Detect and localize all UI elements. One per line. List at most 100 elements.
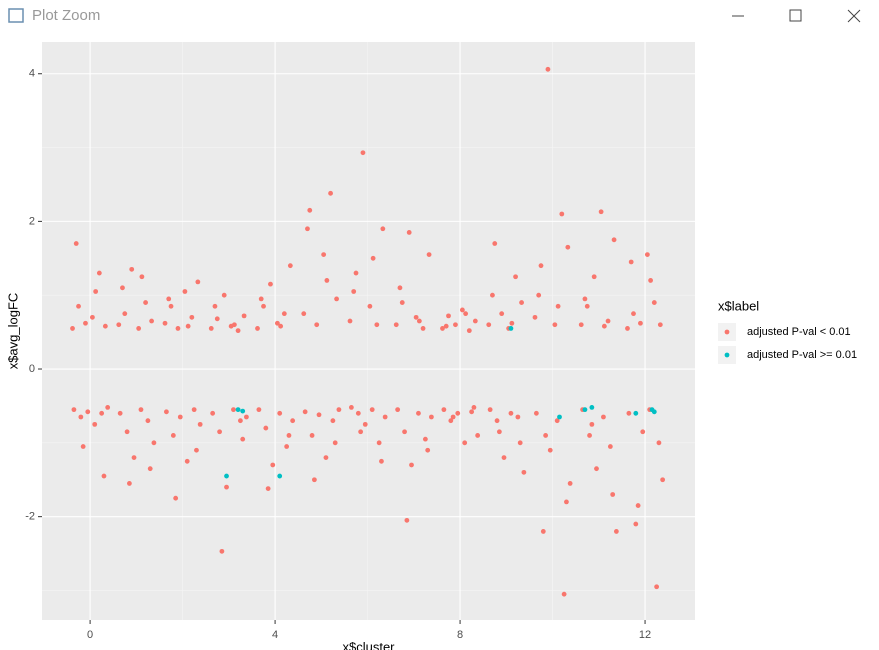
data-point bbox=[314, 322, 320, 328]
data-point bbox=[651, 409, 657, 415]
data-point bbox=[422, 436, 428, 442]
data-point bbox=[302, 409, 308, 415]
data-point bbox=[360, 150, 366, 156]
data-point bbox=[182, 289, 188, 294]
data-point bbox=[369, 407, 375, 413]
data-point bbox=[601, 414, 606, 420]
data-point bbox=[557, 414, 562, 420]
data-point bbox=[244, 414, 249, 420]
data-point bbox=[367, 303, 373, 309]
data-point bbox=[582, 407, 588, 413]
data-point bbox=[540, 529, 546, 534]
data-point bbox=[149, 318, 155, 324]
data-point bbox=[212, 303, 218, 309]
data-point bbox=[425, 447, 431, 453]
data-point bbox=[231, 322, 237, 328]
close-button[interactable] bbox=[847, 9, 861, 23]
x-tick-label: 0 bbox=[87, 629, 93, 641]
data-point bbox=[221, 292, 227, 298]
data-point bbox=[197, 421, 203, 427]
data-point bbox=[648, 278, 654, 283]
app-icon bbox=[8, 8, 24, 23]
data-point bbox=[638, 320, 643, 326]
data-point bbox=[509, 320, 515, 326]
data-point bbox=[263, 425, 269, 431]
data-point bbox=[382, 414, 388, 420]
data-point bbox=[656, 440, 662, 446]
data-point bbox=[256, 407, 262, 413]
data-point bbox=[277, 473, 283, 479]
data-point bbox=[399, 300, 405, 305]
data-point bbox=[613, 529, 619, 534]
data-point bbox=[487, 407, 493, 413]
data-point bbox=[471, 405, 477, 410]
data-point bbox=[466, 328, 472, 334]
y-axis-label: x$avg_logFC bbox=[5, 293, 20, 370]
data-point bbox=[380, 226, 386, 232]
data-point bbox=[170, 433, 176, 438]
data-point bbox=[224, 484, 229, 490]
data-point bbox=[164, 409, 169, 415]
data-point bbox=[453, 322, 458, 328]
data-point bbox=[290, 418, 296, 424]
data-point bbox=[463, 311, 469, 317]
maximize-button[interactable] bbox=[789, 9, 802, 22]
data-point bbox=[173, 495, 179, 501]
data-point bbox=[177, 414, 183, 420]
data-point bbox=[459, 307, 465, 313]
data-point bbox=[120, 285, 125, 291]
data-point bbox=[80, 444, 86, 449]
x-tick-label: 4 bbox=[272, 629, 278, 641]
data-point bbox=[90, 314, 95, 320]
data-point bbox=[362, 421, 368, 427]
data-point bbox=[189, 314, 195, 320]
data-point bbox=[347, 318, 353, 324]
data-point bbox=[328, 190, 333, 196]
data-point bbox=[591, 274, 597, 280]
data-point bbox=[278, 323, 284, 329]
data-point bbox=[353, 270, 359, 276]
data-point bbox=[175, 326, 181, 331]
data-point bbox=[208, 326, 214, 331]
data-point bbox=[93, 289, 99, 294]
data-point bbox=[496, 429, 502, 435]
data-point bbox=[268, 281, 273, 287]
data-point bbox=[552, 322, 558, 328]
data-point bbox=[277, 410, 283, 416]
data-point bbox=[416, 410, 421, 416]
data-point bbox=[127, 481, 132, 486]
data-point bbox=[519, 300, 524, 305]
data-point bbox=[536, 292, 542, 298]
data-point bbox=[559, 211, 565, 217]
data-point bbox=[448, 418, 454, 424]
data-point bbox=[657, 322, 663, 328]
data-point bbox=[517, 440, 523, 446]
window-title: Plot Zoom bbox=[32, 7, 100, 24]
data-point bbox=[355, 410, 361, 416]
plot-panel bbox=[42, 42, 695, 620]
data-point bbox=[307, 207, 313, 213]
data-point bbox=[286, 433, 292, 438]
legend-label: adjusted P-val >= 0.01 bbox=[747, 349, 857, 361]
data-point bbox=[561, 591, 567, 597]
data-point bbox=[265, 486, 271, 492]
data-point bbox=[501, 455, 507, 460]
data-point bbox=[443, 323, 449, 329]
data-point bbox=[589, 405, 595, 410]
data-point bbox=[499, 311, 505, 317]
data-point bbox=[287, 263, 293, 269]
data-point bbox=[565, 244, 571, 250]
data-point bbox=[628, 259, 634, 265]
data-point bbox=[654, 584, 660, 590]
x-axis-label: x$cluster bbox=[342, 639, 395, 650]
data-point bbox=[406, 230, 412, 235]
data-point bbox=[274, 320, 280, 326]
data-point bbox=[138, 407, 144, 413]
data-point bbox=[284, 444, 290, 449]
data-point bbox=[281, 311, 287, 317]
data-point bbox=[124, 429, 130, 435]
data-point bbox=[240, 436, 246, 442]
x-tick-label: 12 bbox=[639, 629, 651, 641]
data-point bbox=[241, 313, 247, 319]
data-point bbox=[117, 410, 123, 416]
